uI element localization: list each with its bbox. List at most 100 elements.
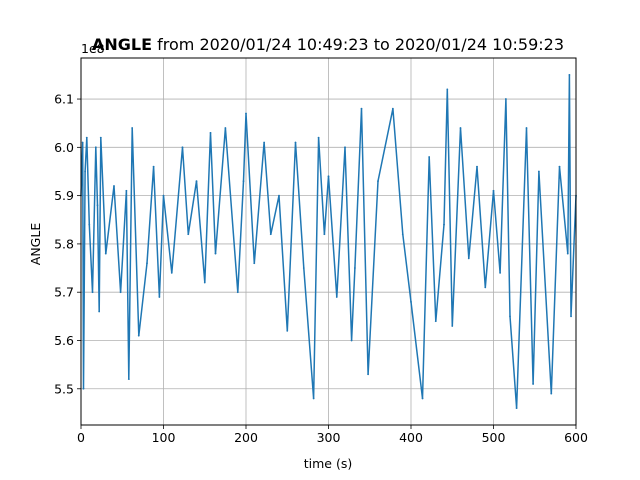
data-point <box>335 296 338 298</box>
data-point <box>377 180 379 183</box>
data-point <box>84 170 87 173</box>
series-line <box>80 74 577 409</box>
y-tick-label: 6.0 <box>54 140 74 155</box>
data-point <box>131 127 134 129</box>
x-tick-label: 0 <box>77 430 85 445</box>
data-point <box>515 407 518 409</box>
x-tick-label: 400 <box>399 430 423 445</box>
data-point <box>344 146 346 149</box>
data-point <box>459 127 462 129</box>
data-point <box>253 262 256 265</box>
data-point <box>550 392 553 395</box>
data-point <box>162 194 165 197</box>
x-tick-label: 100 <box>152 430 176 445</box>
y-axis-label: ANGLE <box>28 223 43 266</box>
data-point <box>476 165 478 168</box>
data-point <box>566 252 569 255</box>
chart-title-range: from 2020/01/24 10:49:23 to 2020/01/24 1… <box>152 35 564 54</box>
data-point <box>245 112 247 115</box>
data-point <box>537 170 540 173</box>
data-point <box>98 310 101 313</box>
data-point <box>158 296 161 298</box>
data-point <box>214 252 217 255</box>
data-point <box>323 233 326 236</box>
chart-title-variable: ANGLE <box>92 35 152 54</box>
data-point <box>525 127 528 129</box>
data-point <box>187 233 190 236</box>
data-point <box>91 291 94 294</box>
x-axis-label: time (s) <box>304 456 352 471</box>
data-point <box>443 223 445 226</box>
data-point <box>113 185 115 187</box>
x-tick-label: 200 <box>234 430 258 445</box>
data-point <box>96 204 99 207</box>
x-axis: 0 100 200 300 400 500 600 <box>77 425 588 445</box>
data-point <box>278 194 280 197</box>
y-tick-label: 5.8 <box>54 236 74 251</box>
data-point <box>85 136 88 139</box>
data-point <box>504 98 507 100</box>
data-point <box>401 233 404 236</box>
data-point <box>125 189 128 192</box>
data-point <box>209 131 212 134</box>
data-point <box>499 271 501 274</box>
data-point <box>119 291 122 294</box>
y-tick-label: 5.6 <box>54 333 74 348</box>
x-tick-label: 600 <box>564 430 588 445</box>
data-point <box>446 88 449 91</box>
x-tick-label: 300 <box>317 430 341 445</box>
data-point <box>242 180 245 183</box>
data-point <box>99 136 102 139</box>
data-point <box>532 383 534 385</box>
data-point <box>354 267 356 269</box>
data-point <box>509 315 511 318</box>
data-point <box>88 223 91 226</box>
data-point <box>181 146 184 149</box>
data-point <box>568 74 571 76</box>
data-point <box>170 271 173 274</box>
data-point <box>146 262 148 265</box>
data-point <box>451 325 454 327</box>
data-point <box>286 329 289 332</box>
data-point <box>367 373 369 376</box>
y-tick-label: 5.5 <box>54 381 74 396</box>
plot-area <box>80 74 577 409</box>
data-point <box>127 378 130 381</box>
data-point <box>410 300 412 303</box>
data-point <box>195 180 198 183</box>
data-point <box>104 252 107 255</box>
y-tick-label: 5.9 <box>54 188 74 203</box>
data-point <box>263 141 266 144</box>
x-tick-label: 500 <box>482 430 506 445</box>
data-point <box>82 387 85 390</box>
data-point <box>467 257 470 260</box>
data-point <box>434 320 437 323</box>
data-point <box>302 267 305 269</box>
y-tick-label: 6.1 <box>54 92 74 107</box>
data-point <box>236 291 239 294</box>
data-point <box>269 233 272 236</box>
data-point <box>484 286 487 289</box>
data-point <box>94 146 97 149</box>
data-point <box>558 165 561 168</box>
data-point <box>137 334 140 337</box>
chart-title: ANGLE from 2020/01/24 10:49:23 to 2020/0… <box>92 35 564 54</box>
data-point <box>152 165 155 168</box>
data-point <box>294 141 297 144</box>
data-point <box>317 136 320 139</box>
data-point <box>327 175 330 178</box>
data-point <box>350 339 353 342</box>
data-point <box>203 281 206 284</box>
data-point <box>570 315 572 318</box>
data-point <box>360 107 363 110</box>
data-point <box>421 397 424 400</box>
data-point <box>81 141 84 144</box>
data-point <box>492 189 495 192</box>
data-point <box>224 127 227 129</box>
data-point <box>312 397 315 400</box>
data-point <box>391 107 394 110</box>
y-axis: 5.5 5.6 5.7 5.8 5.9 6.0 6.1 <box>54 92 81 396</box>
y-tick-label: 5.7 <box>54 285 74 300</box>
y-offset-text: 1e8 <box>81 41 105 56</box>
